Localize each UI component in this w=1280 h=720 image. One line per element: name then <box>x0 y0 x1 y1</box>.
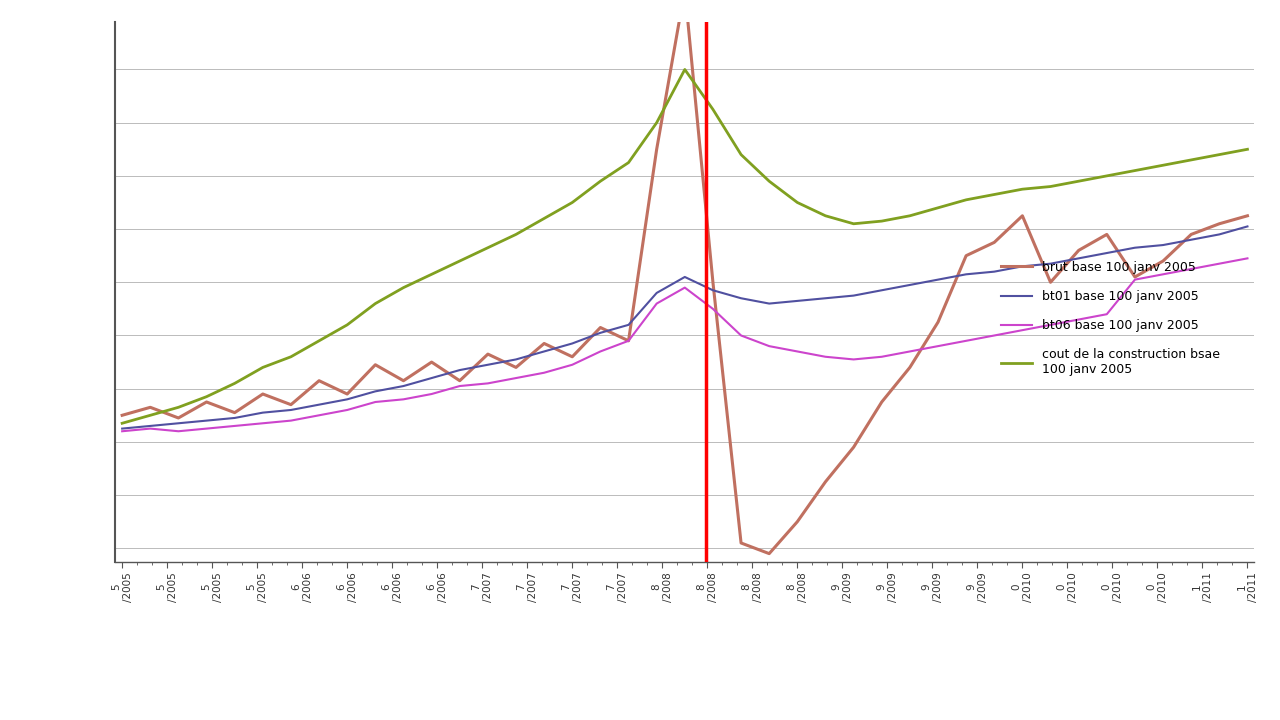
Legend: brut base 100 janv 2005, bt01 base 100 janv 2005, bt06 base 100 janv 2005, cout : brut base 100 janv 2005, bt01 base 100 j… <box>996 256 1225 382</box>
